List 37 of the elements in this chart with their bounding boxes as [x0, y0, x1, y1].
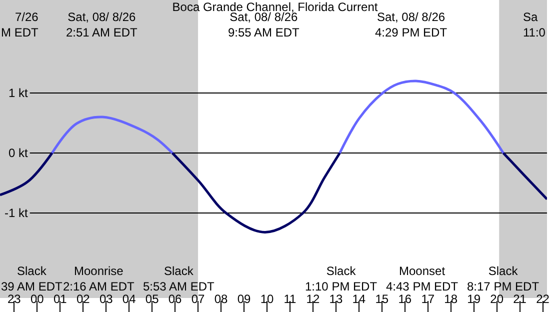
annotation: Sat, 08/ 8/26 2:51 AM EDT: [66, 10, 138, 40]
x-tick-label: 07: [191, 292, 206, 306]
x-tick-label: 17: [421, 292, 435, 306]
x-tick-label: 22: [536, 292, 550, 306]
annotation: Slack 5:53 AM EDT: [143, 264, 216, 294]
annotation: Sat, 08/ 8/26 4:29 PM EDT: [375, 10, 448, 40]
annotation: Slack 1:10 PM EDT: [305, 264, 378, 294]
x-tick-label: 20: [490, 292, 504, 306]
x-tick-label: 16: [398, 292, 412, 306]
annotation: Moonrise 2:16 AM EDT: [63, 264, 136, 294]
x-tick-label: 12: [306, 292, 320, 306]
x-tick-label: 08: [214, 292, 228, 306]
y-tick-label: -1 kt: [4, 206, 28, 220]
x-tick-label: 21: [513, 292, 527, 306]
x-tick-label: 19: [467, 292, 481, 306]
x-tick-label: 13: [329, 292, 343, 306]
x-tick-label: 02: [76, 292, 90, 306]
x-tick-label: 06: [168, 292, 182, 306]
annotation: Sa 11:0: [523, 10, 546, 40]
x-tick-label: 10: [260, 292, 274, 306]
x-tick-label: 05: [145, 292, 160, 306]
y-tick-label: 1 kt: [8, 86, 28, 100]
x-tick-label: 01: [53, 292, 68, 306]
y-tick-label: 0 kt: [8, 146, 28, 160]
annotation: Moonset 4:43 PM EDT: [386, 264, 459, 294]
x-tick-label: 04: [122, 292, 136, 306]
x-tick-label: 09: [237, 292, 251, 306]
annotation: 7/26 M EDT: [1, 10, 39, 40]
x-tick-label: 14: [352, 292, 366, 306]
x-tick-label: 03: [99, 292, 114, 306]
x-tick-label: 00: [30, 292, 44, 306]
annotation: Slack 39 AM EDT: [1, 264, 64, 294]
annotation: Slack 8:17 PM EDT: [467, 264, 540, 294]
x-tick-label: 11: [284, 292, 297, 306]
x-tick-label: 18: [444, 292, 458, 306]
x-tick-label: 23: [7, 292, 22, 306]
x-tick-label: 15: [375, 292, 389, 306]
